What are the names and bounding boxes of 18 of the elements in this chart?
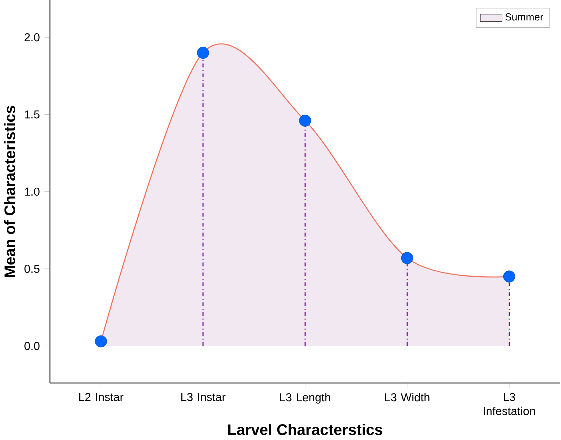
point	[95, 336, 108, 348]
y-tick-label: 1.0	[25, 188, 40, 196]
x-tick-label: L3 Width	[385, 393, 430, 402]
point	[197, 47, 210, 60]
x-tick-label: L2 Instar	[79, 393, 124, 402]
x-tick-label: L3 Instar	[182, 393, 226, 402]
point	[401, 252, 414, 264]
y-tick-label: 0.0	[24, 342, 40, 350]
y-tick-label: 0.5	[24, 265, 40, 274]
legend-label: Summer	[506, 14, 544, 21]
point	[503, 270, 516, 283]
x-axis-title: Larvel Characterstics	[228, 424, 383, 436]
y-tick-label: 2.0	[24, 34, 40, 42]
point	[299, 115, 312, 128]
y-tick-label: 1.5	[25, 110, 40, 119]
y-axis-title: Mean of Characteristics	[4, 106, 16, 278]
x-tick-label: L3 Length	[280, 393, 330, 404]
x-tick-label: L3 Infestation	[484, 393, 536, 416]
